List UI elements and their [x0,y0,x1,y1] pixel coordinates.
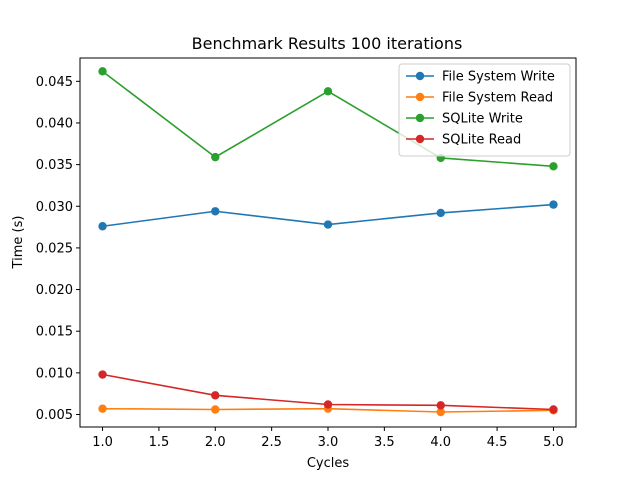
legend-label: SQLite Read [442,133,521,148]
legend-item: SQLite Read [406,133,521,148]
y-tick-label: 0.030 [36,200,73,215]
y-tick-label: 0.025 [36,241,73,256]
data-point [211,391,220,400]
series-layer [98,67,558,417]
data-point [98,370,107,379]
data-point [436,401,445,410]
data-point [98,67,107,76]
y-tick-label: 0.040 [36,116,73,131]
data-point [323,400,333,409]
data-point [549,162,558,171]
x-tick-label: 5.0 [543,435,564,450]
y-tick-label: 0.005 [36,408,73,423]
data-point [98,222,107,231]
legend: File System Write File System Read SQLite … [398,63,571,157]
x-tick-label: 1.5 [149,435,170,450]
x-tick-label: 3.5 [374,435,395,450]
y-axis-label: Time (s) [11,216,26,270]
legend-swatch-marker [415,92,425,102]
series-sqlite-read [98,370,558,414]
series-sqlite-write [98,67,558,171]
x-tick-label: 4.5 [487,435,508,450]
y-axis-ticks: 0.005 0.010 0.015 0.020 0.025 0.030 0.035 0.040… [36,75,80,423]
data-point [98,404,107,413]
legend-box [398,63,571,157]
data-point [549,200,558,209]
legend-swatch-marker [415,134,425,144]
x-axis-ticks: 1.0 1.5 2.0 2.5 3.0 3.5 4.0 4.5 5.0 [92,427,564,450]
series-file-system-write [98,200,558,231]
legend-label: File System Read [442,91,553,106]
legend-swatch-marker [415,113,425,123]
y-tick-label: 0.045 [36,75,73,90]
data-point [323,87,333,96]
data-point [211,405,220,414]
x-tick-label: 4.0 [430,435,451,450]
x-axis-label: Cycles [307,456,350,471]
legend-label: SQLite Write [442,112,523,127]
data-point [323,220,333,229]
legend-swatch-marker [415,71,425,81]
legend-item: SQLite Write [406,112,523,127]
data-point [436,407,445,417]
legend-label: File System Write [442,70,555,85]
data-point [436,208,445,218]
y-tick-label: 0.020 [36,283,73,298]
y-tick-label: 0.015 [36,325,73,340]
x-tick-label: 1.0 [92,435,113,450]
y-tick-label: 0.010 [36,366,73,381]
x-tick-label: 2.5 [261,435,282,450]
legend-item: File System Write [406,70,555,85]
x-tick-label: 3.0 [318,435,339,450]
legend-item: File System Read [406,91,553,106]
data-point [549,405,558,414]
data-point [211,152,220,162]
data-point [211,207,220,216]
x-tick-label: 2.0 [205,435,226,450]
y-tick-label: 0.035 [36,158,73,173]
chart-title: Benchmark Results 100 iterations [192,34,463,53]
